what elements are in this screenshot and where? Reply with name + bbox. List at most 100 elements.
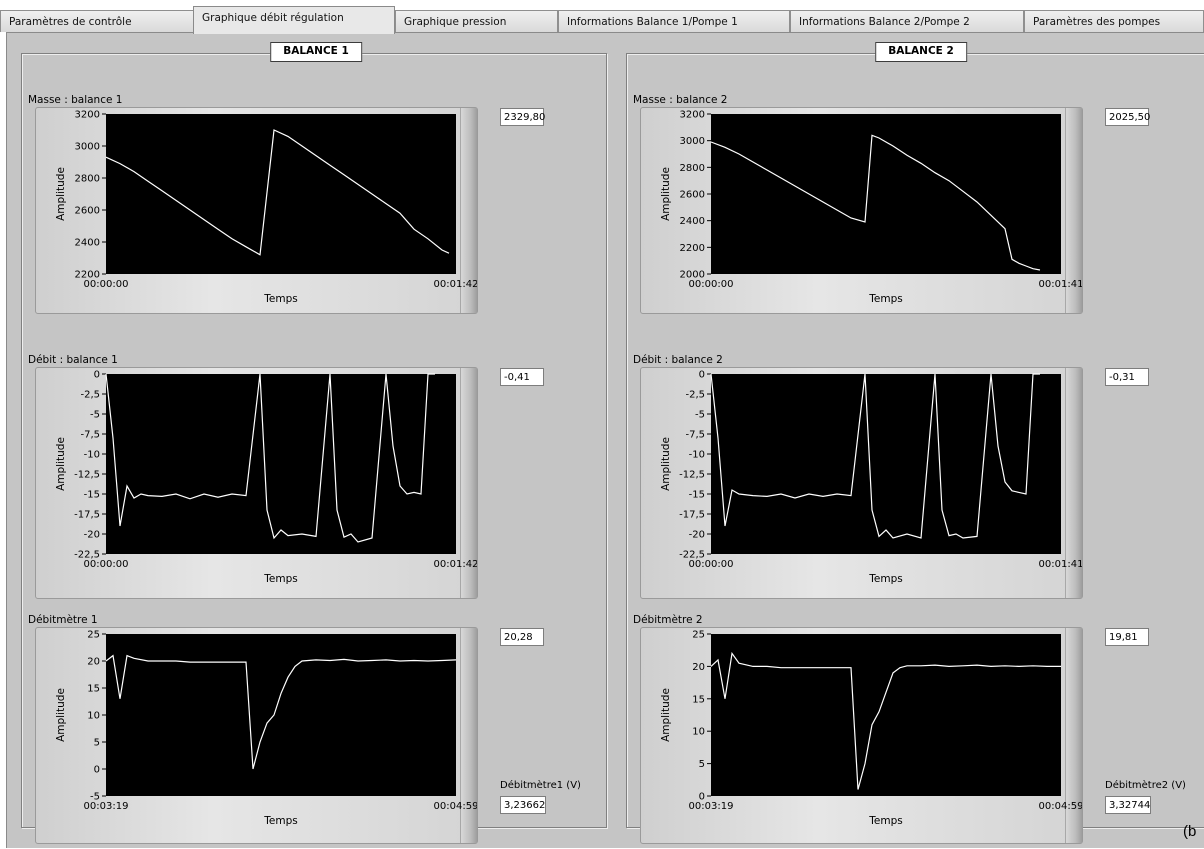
x-start-label: 00:00:00 bbox=[689, 559, 734, 570]
graph-svg: 25 20 15 10 5 0 Amplitude 00:03:19 00:04:59 Temps bbox=[660, 630, 1082, 828]
tab-info-balance2[interactable]: Informations Balance 2/Pompe 2 bbox=[790, 10, 1024, 32]
series-line bbox=[105, 373, 435, 543]
waveform-graph[interactable]: 25 20 15 10 5 0 Amplitude 00:03:19 00:04:59 Temps bbox=[640, 627, 1083, 844]
graph-frame-edge bbox=[1065, 368, 1082, 598]
graph-label: Débit : balance 1 bbox=[28, 354, 118, 366]
y-axis-label: Amplitude bbox=[660, 167, 672, 221]
y-tick-label: 25 bbox=[692, 630, 705, 641]
x-start-label: 00:00:00 bbox=[84, 279, 129, 290]
y-tick-label: 2600 bbox=[680, 190, 705, 201]
y-axis-label: Amplitude bbox=[55, 167, 67, 221]
graph-label: Débitmètre 1 bbox=[28, 614, 98, 626]
balance-panel-2: BALANCE 2 Masse : balance 2 3200 3000 2800 26… bbox=[626, 42, 1204, 844]
y-tick-label: -22,5 bbox=[679, 550, 705, 561]
plot-area bbox=[711, 114, 1061, 274]
x-axis-label: Temps bbox=[263, 573, 297, 585]
y-tick-label: 20 bbox=[87, 657, 100, 668]
y-tick-label: 15 bbox=[87, 684, 100, 695]
tab-graphique-debit-regulation[interactable]: Graphique débit régulation bbox=[193, 6, 395, 34]
y-tick-label: -2,5 bbox=[80, 390, 100, 401]
x-end-label: 00:01:42 bbox=[434, 279, 477, 290]
y-tick-label: 2400 bbox=[75, 238, 100, 249]
x-start-label: 00:03:19 bbox=[84, 801, 129, 812]
y-tick-label: 3000 bbox=[680, 136, 705, 147]
series-line bbox=[105, 654, 457, 770]
waveform-graph[interactable]: 25 20 15 10 5 0 -5 Amplitude 00:03:19 00:04:59 Tem… bbox=[35, 627, 478, 844]
figure-label: (b bbox=[1183, 823, 1197, 840]
value-indicator[interactable]: -0,31 bbox=[1105, 368, 1149, 386]
plot-area bbox=[106, 634, 456, 796]
y-tick-label: -7,5 bbox=[685, 430, 705, 441]
series-line bbox=[710, 373, 1040, 539]
y-tick-label: -20 bbox=[689, 530, 705, 541]
balance-title: BALANCE 2 bbox=[875, 42, 967, 62]
flowmeter-voltage-value[interactable]: 3,32744 bbox=[1105, 796, 1151, 814]
x-start-label: 00:03:19 bbox=[689, 801, 734, 812]
balance-panel-1: BALANCE 1 Masse : balance 1 3200 3000 2800 26… bbox=[21, 42, 607, 844]
plot-area bbox=[711, 374, 1061, 554]
graph-svg: 3200 3000 2800 2600 2400 2200 2000 Amplitude 00:… bbox=[660, 110, 1082, 306]
y-tick-label: 10 bbox=[692, 727, 705, 738]
y-axis-label: Amplitude bbox=[660, 688, 672, 742]
y-tick-label: 5 bbox=[699, 759, 705, 770]
y-axis-label: Amplitude bbox=[660, 437, 672, 491]
y-tick-label: -5 bbox=[90, 410, 100, 421]
tab-parametres-controle[interactable]: Paramètres de contrôle bbox=[0, 10, 196, 32]
value-indicator[interactable]: 2329,80 bbox=[500, 108, 545, 126]
value-indicator[interactable]: -0,41 bbox=[500, 368, 544, 386]
flowmeter-voltage-value[interactable]: 3,23662 bbox=[500, 796, 546, 814]
y-tick-label: 3200 bbox=[680, 110, 705, 121]
graph-svg: 3200 3000 2800 2600 2400 2200 Amplitude 00:00:0… bbox=[55, 110, 477, 306]
y-tick-label: -12,5 bbox=[74, 470, 100, 481]
y-tick-label: 2000 bbox=[680, 270, 705, 281]
x-axis-label: Temps bbox=[263, 293, 297, 305]
waveform-graph[interactable]: 0 -2,5 -5 -7,5 -10 -12,5 -15 -17,5 -20 -22,5 Ampli… bbox=[640, 367, 1083, 599]
y-tick-label: 15 bbox=[692, 694, 705, 705]
graph-frame-edge bbox=[460, 628, 477, 843]
y-tick-label: -10 bbox=[84, 450, 100, 461]
y-tick-label: -2,5 bbox=[685, 390, 705, 401]
y-tick-label: -17,5 bbox=[679, 510, 705, 521]
tab-info-balance1[interactable]: Informations Balance 1/Pompe 1 bbox=[558, 10, 790, 32]
graph-label: Masse : balance 1 bbox=[28, 94, 123, 106]
waveform-graph[interactable]: 0 -2,5 -5 -7,5 -10 -12,5 -15 -17,5 -20 -22,5 Ampli… bbox=[35, 367, 478, 599]
y-axis-label: Amplitude bbox=[55, 437, 67, 491]
y-tick-label: 0 bbox=[94, 765, 100, 776]
y-tick-label: -15 bbox=[84, 490, 100, 501]
graph-label: Masse : balance 2 bbox=[633, 94, 728, 106]
tab-graphique-pression[interactable]: Graphique pression bbox=[395, 10, 558, 32]
graph-label: Débitmètre 2 bbox=[633, 614, 703, 626]
waveform-graph[interactable]: 3200 3000 2800 2600 2400 2200 2000 Amplitude 00:… bbox=[640, 107, 1083, 314]
value-indicator[interactable]: 2025,50 bbox=[1105, 108, 1150, 126]
y-tick-label: 20 bbox=[692, 662, 705, 673]
y-tick-label: 2600 bbox=[75, 206, 100, 217]
y-tick-label: -7,5 bbox=[80, 430, 100, 441]
y-tick-label: -12,5 bbox=[679, 470, 705, 481]
graph-frame-edge bbox=[1065, 628, 1082, 843]
value-indicator[interactable]: 20,28 bbox=[500, 628, 544, 646]
y-tick-label: 3200 bbox=[75, 110, 100, 121]
y-tick-label: -15 bbox=[689, 490, 705, 501]
y-tick-label: 0 bbox=[699, 370, 705, 381]
graph-frame-edge bbox=[460, 368, 477, 598]
waveform-graph[interactable]: 3200 3000 2800 2600 2400 2200 Amplitude 00:00:0… bbox=[35, 107, 478, 314]
value-indicator[interactable]: 19,81 bbox=[1105, 628, 1149, 646]
y-axis-label: Amplitude bbox=[55, 688, 67, 742]
graph-svg: 0 -2,5 -5 -7,5 -10 -12,5 -15 -17,5 -20 -22,5 Ampli… bbox=[660, 370, 1082, 586]
y-tick-label: -20 bbox=[84, 530, 100, 541]
y-tick-label: -5 bbox=[695, 410, 705, 421]
y-tick-label: -10 bbox=[689, 450, 705, 461]
x-start-label: 00:00:00 bbox=[84, 559, 129, 570]
y-tick-label: 2200 bbox=[75, 270, 100, 281]
tab-parametres-pompes[interactable]: Paramètres des pompes bbox=[1024, 10, 1204, 32]
y-tick-label: 2800 bbox=[75, 174, 100, 185]
x-end-label: 00:04:59 bbox=[434, 801, 477, 812]
y-tick-label: 2200 bbox=[680, 243, 705, 254]
x-end-label: 00:04:59 bbox=[1039, 801, 1082, 812]
y-tick-label: 3000 bbox=[75, 142, 100, 153]
series-line bbox=[710, 651, 1061, 790]
graph-frame-edge bbox=[1065, 108, 1082, 313]
graph-frame-edge bbox=[460, 108, 477, 313]
graph-svg: 0 -2,5 -5 -7,5 -10 -12,5 -15 -17,5 -20 -22,5 Ampli… bbox=[55, 370, 477, 586]
